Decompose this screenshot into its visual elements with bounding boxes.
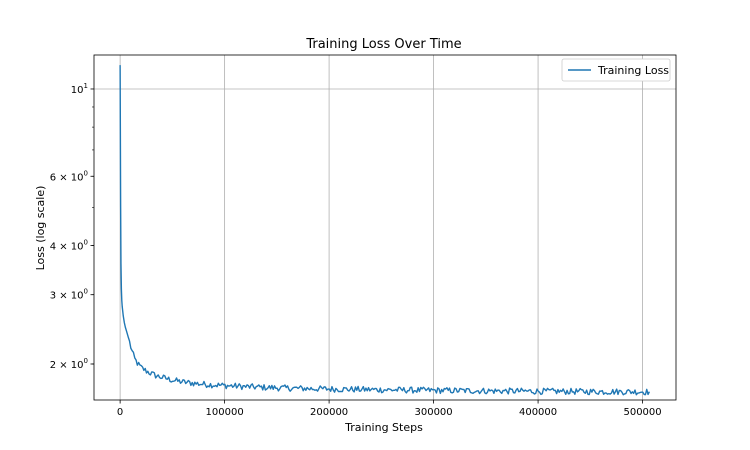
y-tick-label: 3 × 100 [50, 288, 88, 302]
y-tick-label: 2 × 100 [50, 357, 88, 371]
y-tick-label: 6 × 100 [50, 169, 88, 183]
x-tick-label: 500000 [623, 407, 661, 418]
x-tick-label: 100000 [206, 407, 244, 418]
x-tick-label: 200000 [310, 407, 348, 418]
x-tick-label: 300000 [414, 407, 452, 418]
x-axis-label: Training Steps [344, 421, 423, 434]
grid [94, 55, 676, 400]
plot-frame [93, 54, 677, 401]
series-line-training-loss [119, 65, 650, 396]
series-layer [119, 65, 650, 396]
x-tick-label: 400000 [519, 407, 557, 418]
legend-box [561, 58, 671, 82]
y-axis-label: Loss (log scale) [34, 186, 47, 271]
legend-label-training-loss: Training Loss [597, 64, 669, 77]
x-axis: 0 100000 200000 300000 400000 500000 [117, 400, 662, 418]
y-tick-label: 101 [71, 82, 88, 96]
x-tick-label: 0 [117, 407, 123, 418]
y-tick-label: 4 × 100 [50, 239, 88, 253]
legend: Training Loss [561, 58, 671, 82]
chart-title: Training Loss Over Time [305, 37, 461, 52]
y-axis: 101 6 × 100 4 × 100 3 × 100 2 × 100 [50, 82, 94, 371]
